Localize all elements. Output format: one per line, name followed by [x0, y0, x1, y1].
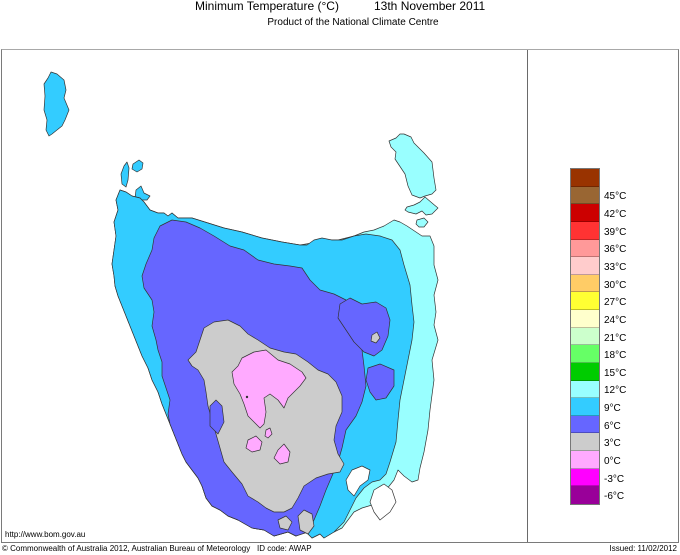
- copyright: © Commonwealth of Australia 2012, Austra…: [2, 544, 251, 553]
- king-island: [43, 71, 70, 137]
- legend-label: 36°C: [604, 244, 627, 256]
- legend-swatch: [571, 221, 599, 240]
- legend-swatch: [571, 327, 599, 346]
- legend-label: 33°C: [604, 261, 627, 273]
- panel-divider: [527, 50, 528, 542]
- source-url[interactable]: http://www.bom.gov.au: [5, 530, 86, 539]
- legend-swatch: [571, 433, 599, 451]
- legend-swatch: [571, 239, 599, 258]
- legend-swatch: [571, 204, 599, 222]
- footer: © Commonwealth of Australia 2012, Austra…: [0, 544, 680, 555]
- legend-label: -3°C: [604, 473, 625, 485]
- legend-label: 12°C: [604, 385, 627, 397]
- legend-swatch: [571, 380, 599, 399]
- legend-label: 18°C: [604, 350, 627, 362]
- legend-swatch: [571, 292, 599, 310]
- map-subtitle: Product of the National Climate Centre: [267, 17, 439, 28]
- legend-label: 6°C: [604, 420, 621, 432]
- legend-label: 42°C: [604, 209, 627, 221]
- legend-label: -6°C: [604, 491, 625, 503]
- legend-swatch: [571, 415, 599, 434]
- temperature-legend: [570, 168, 600, 505]
- issued-date: Issued: 11/02/2012: [609, 544, 677, 553]
- legend-label: 45°C: [604, 191, 627, 203]
- legend-label: 30°C: [604, 279, 627, 291]
- legend-swatch: [571, 274, 599, 293]
- map-frame: [1, 49, 679, 543]
- legend-swatch: [571, 169, 599, 187]
- legend-label: 39°C: [604, 226, 627, 238]
- legend-swatch: [571, 468, 599, 487]
- id-code: ID code: AWAP: [257, 544, 312, 553]
- legend-label: 24°C: [604, 314, 627, 326]
- legend-label: 21°C: [604, 332, 627, 344]
- title-variable: Minimum Temperature (°C): [195, 0, 339, 13]
- flinders-island: [388, 133, 437, 199]
- tasmania-temperature-map: [43, 71, 439, 539]
- map-title: Minimum Temperature (°C) 13th November 2…: [0, 0, 680, 15]
- legend-label: 9°C: [604, 403, 621, 415]
- legend-label: 15°C: [604, 367, 627, 379]
- legend-swatch: [571, 486, 599, 504]
- legend-swatch: [571, 362, 599, 381]
- legend-swatch: [571, 310, 599, 328]
- legend-label: 27°C: [604, 297, 627, 309]
- legend-label: 3°C: [604, 438, 621, 450]
- legend-swatch: [571, 345, 599, 363]
- legend-swatch: [571, 257, 599, 275]
- legend-swatch: [571, 398, 599, 416]
- legend-swatch: [571, 186, 599, 205]
- legend-label: 0°C: [604, 455, 621, 467]
- title-date: 13th November 2011: [374, 0, 486, 13]
- legend-swatch: [571, 451, 599, 469]
